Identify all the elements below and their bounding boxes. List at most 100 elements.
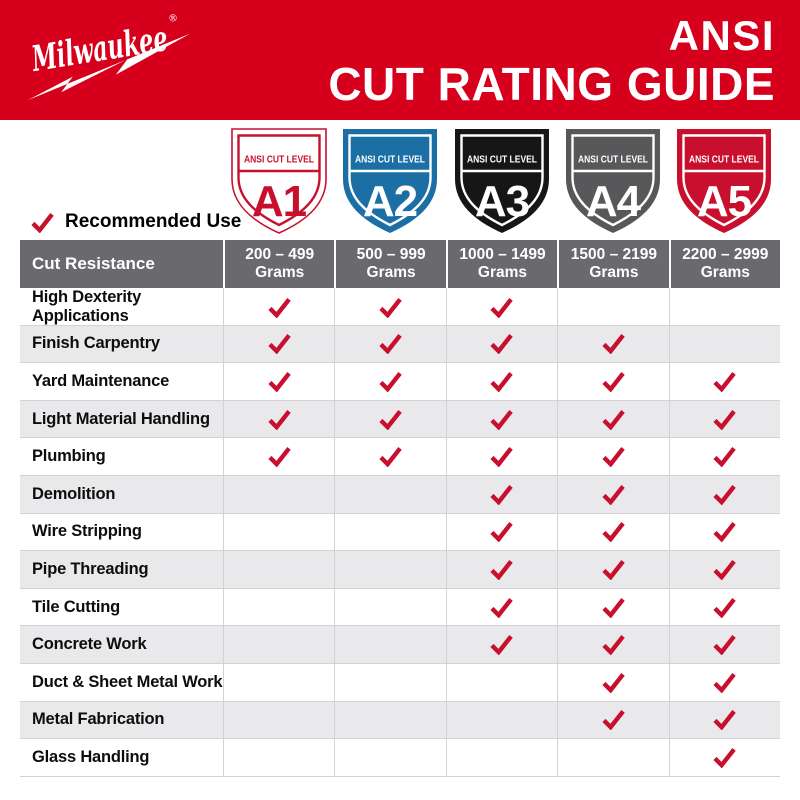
row-label: Wire Stripping	[32, 522, 142, 541]
shield-banner-text: ANSI CUT LEVEL	[578, 155, 648, 166]
check-cell-a3	[445, 551, 557, 588]
check-icon	[713, 747, 737, 768]
check-icon	[713, 635, 737, 656]
table-header-row: Cut Resistance 200 – 499 Grams 500 – 999 Gra…	[20, 240, 780, 288]
check-icon	[490, 409, 514, 430]
table-row: Wire Stripping	[20, 513, 780, 552]
check-cell-a2	[334, 325, 445, 363]
table-row: Glass Handling	[20, 739, 780, 777]
check-icon	[713, 710, 737, 731]
recommended-use-legend: Recommended Use	[30, 211, 241, 233]
check-icon	[379, 334, 402, 355]
check-icon	[490, 484, 514, 505]
check-cell-a1	[223, 626, 334, 663]
check-icon	[490, 559, 514, 580]
shield-graphic-a1: ANSI CUT LEVEL A1	[230, 128, 327, 234]
row-label: High Dexterity Applications	[32, 288, 142, 325]
check-cell-a4	[557, 626, 668, 663]
shield-banner-text: ANSI CUT LEVEL	[355, 155, 425, 166]
check-icon	[490, 522, 514, 543]
table-row: Yard Maintenance	[20, 363, 780, 401]
check-icon	[713, 597, 737, 618]
shield-level-text: A2	[363, 177, 417, 226]
check-icon	[713, 372, 737, 392]
check-icon	[490, 635, 514, 656]
check-cell-a4	[557, 475, 668, 513]
grams-unit: Grams	[477, 264, 528, 281]
row-label: Concrete Work	[32, 635, 147, 654]
check-icon	[268, 372, 291, 392]
milwaukee-logo-graphic: Milwaukee ®	[27, 13, 191, 101]
check-icon	[602, 597, 625, 618]
check-cell-a5	[668, 701, 780, 739]
registered-mark: ®	[167, 13, 178, 25]
check-icon	[490, 447, 514, 468]
check-icon	[713, 447, 737, 468]
check-cell-a5	[668, 438, 780, 475]
check-cell-a4	[557, 663, 668, 701]
column-header-a5: 2200 – 2999 Grams	[668, 240, 780, 288]
check-cell-a4	[557, 363, 668, 400]
check-icon	[602, 635, 625, 656]
check-icon	[713, 484, 737, 505]
check-cell-a2	[334, 400, 445, 438]
check-cell-a5	[668, 363, 780, 400]
shield-level-text: A1	[252, 177, 307, 226]
shield-level-text: A3	[474, 177, 528, 226]
cut-rating-table: Cut Resistance 200 – 499 Grams 500 – 999 Gra…	[20, 240, 780, 777]
check-cell-a2	[334, 513, 445, 551]
cut-level-shield-a2: ANSI CUT LEVEL A2	[340, 127, 440, 235]
check-cell-a4	[557, 513, 668, 551]
title-line-ansi: ANSI	[668, 12, 775, 59]
check-cell-a5	[668, 513, 780, 551]
row-label: Pipe Threading	[32, 559, 149, 578]
row-label: Light Material Handling	[32, 409, 210, 428]
table-row: Demolition	[20, 475, 780, 514]
check-icon	[713, 559, 737, 580]
check-cell-a4	[557, 438, 668, 475]
grams-range: 500 – 999	[356, 246, 426, 264]
grams-unit: Grams	[255, 264, 305, 281]
shield-graphic-a3: ANSI CUT LEVEL A3	[454, 129, 549, 233]
grams-unit: Grams	[589, 264, 639, 281]
column-header-a3: 1000 – 1499 Grams	[445, 240, 557, 288]
check-cell-a2	[334, 363, 445, 400]
cut-level-shield-a3: ANSI CUT LEVEL A3	[452, 127, 552, 235]
check-cell-a5	[668, 663, 780, 701]
table-row: Concrete Work	[20, 626, 780, 664]
check-cell-a1	[223, 288, 334, 326]
check-icon	[713, 409, 737, 430]
page-title: ANSI CUT RATING GUIDE	[328, 12, 775, 108]
row-label: Plumbing	[32, 447, 106, 466]
cut-level-shield-a5: ANSI CUT LEVEL A5	[674, 127, 774, 235]
milwaukee-logo: Milwaukee ®	[22, 8, 198, 110]
check-cell-a3	[445, 739, 557, 776]
check-icon	[713, 672, 737, 693]
table-row: Pipe Threading	[20, 551, 780, 589]
row-label: Tile Cutting	[32, 597, 121, 616]
table-row: High Dexterity Applications	[20, 288, 780, 326]
check-cell-a3	[445, 701, 557, 739]
check-icon	[713, 522, 737, 543]
check-icon	[602, 409, 625, 430]
check-icon	[31, 212, 54, 233]
check-cell-a5	[668, 400, 780, 438]
check-icon	[490, 372, 514, 392]
check-cell-a5	[668, 626, 780, 663]
check-icon	[602, 334, 625, 355]
check-cell-a3	[445, 363, 557, 400]
column-header-cut-resistance: Cut Resistance	[32, 254, 155, 273]
check-icon	[602, 710, 625, 731]
check-cell-a3	[445, 588, 557, 626]
check-cell-a3	[445, 513, 557, 551]
check-icon	[602, 522, 625, 543]
check-cell-a1	[223, 663, 334, 701]
check-cell-a4	[557, 701, 668, 739]
check-cell-a3	[445, 400, 557, 438]
row-label: Glass Handling	[32, 747, 150, 766]
check-icon	[268, 297, 291, 318]
table-row: Tile Cutting	[20, 588, 780, 627]
check-cell-a3	[445, 475, 557, 513]
check-cell-a3	[445, 438, 557, 475]
table-row: Finish Carpentry	[20, 325, 780, 364]
